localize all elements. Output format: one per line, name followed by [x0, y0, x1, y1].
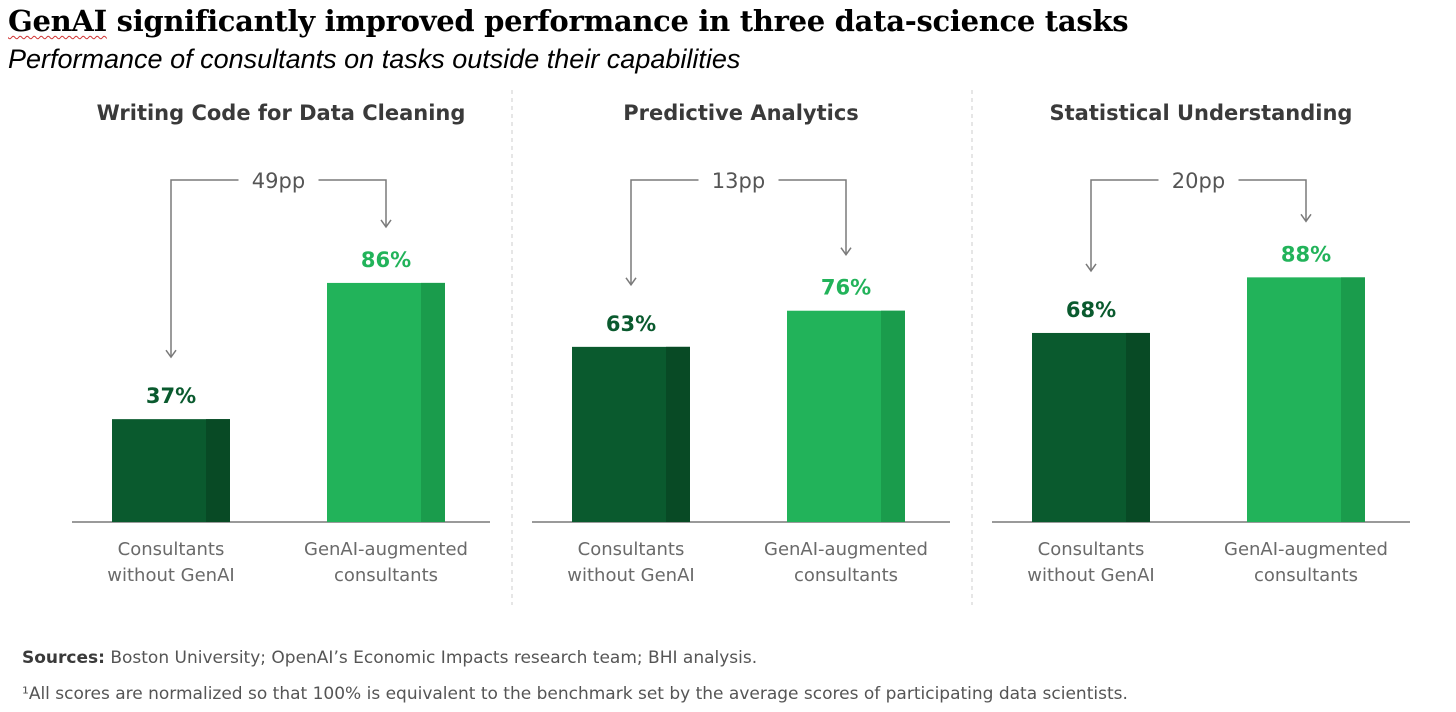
gap-label: 49pp: [252, 169, 305, 193]
chart-panel-1: Writing Code for Data Cleaning 37% Consult…: [72, 101, 490, 586]
bracket-left-line: [170, 179, 239, 358]
title-rest: significantly improved performance in th…: [106, 4, 1129, 38]
category-label: without GenAI: [567, 565, 694, 586]
page-subtitle: Performance of consultants on tasks outs…: [8, 44, 741, 74]
chart-panel-3: Statistical Understanding 68% Consultants w…: [992, 101, 1410, 586]
gap-label: 13pp: [712, 169, 765, 193]
arrowhead-icon: [165, 349, 177, 359]
category-label: Consultants: [1038, 539, 1145, 560]
bar-shade: [1126, 332, 1150, 522]
category-label: Consultants: [118, 539, 225, 560]
chart-panel-2: Predictive Analytics 63% Consultants withou…: [532, 101, 950, 586]
arrowhead-icon: [625, 277, 637, 287]
bar-shade: [421, 282, 445, 522]
category-label: consultants: [334, 565, 438, 586]
bracket-right-line: [778, 179, 847, 255]
value-label: 63%: [606, 312, 656, 336]
gap-label: 20pp: [1172, 169, 1225, 193]
footnote: ¹All scores are normalized so that 100% …: [22, 684, 1128, 704]
bar-shade: [881, 310, 905, 522]
category-label: without GenAI: [107, 565, 234, 586]
arrowhead-icon: [1300, 213, 1312, 223]
bar-shade: [1341, 277, 1365, 522]
panel-title: Predictive Analytics: [623, 101, 859, 125]
value-label: 68%: [1066, 298, 1116, 322]
sources-label: Sources:: [22, 648, 105, 668]
arrowhead-icon: [840, 247, 852, 257]
arrowhead-icon: [1085, 263, 1097, 273]
category-label: GenAI-augmented: [304, 539, 468, 560]
value-label: 76%: [821, 276, 871, 300]
category-label: consultants: [794, 565, 898, 586]
panel-title: Writing Code for Data Cleaning: [97, 101, 466, 125]
title-highlight: GenAI: [8, 4, 107, 38]
category-label: without GenAI: [1027, 565, 1154, 586]
category-label: consultants: [1254, 565, 1358, 586]
arrowhead-icon: [380, 219, 392, 229]
bracket-left-line: [630, 179, 699, 285]
bracket-right-line: [318, 179, 387, 227]
value-label: 37%: [146, 384, 196, 408]
bar-shade: [666, 346, 690, 522]
page-title: GenAI significantly improved performance…: [8, 4, 1129, 38]
bracket-left-line: [1090, 179, 1159, 271]
category-label: GenAI-augmented: [764, 539, 928, 560]
bar-shade: [206, 419, 230, 522]
category-label: Consultants: [578, 539, 685, 560]
value-label: 88%: [1281, 242, 1331, 266]
bracket-right-line: [1238, 179, 1307, 222]
sources-text: Boston University; OpenAI’s Economic Imp…: [104, 648, 758, 668]
panel-title: Statistical Understanding: [1050, 101, 1353, 125]
category-label: GenAI-augmented: [1224, 539, 1388, 560]
value-label: 86%: [361, 248, 411, 272]
sources-note: Sources: Boston University; OpenAI’s Eco…: [22, 648, 757, 668]
